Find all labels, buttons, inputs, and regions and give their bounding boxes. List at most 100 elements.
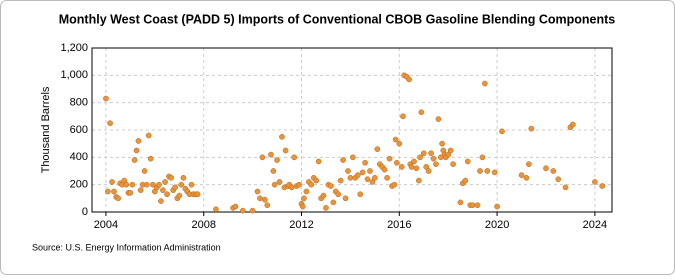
point	[323, 205, 329, 211]
point	[164, 191, 170, 198]
point	[474, 202, 481, 209]
point	[342, 195, 349, 202]
source: Source: U.S. Energy Information Administ…	[32, 242, 221, 252]
point	[381, 166, 388, 173]
y-tick-label: 800	[70, 97, 88, 109]
point	[301, 195, 307, 202]
x-tick-label: 2004	[94, 219, 118, 231]
point	[369, 179, 376, 185]
point	[303, 188, 310, 195]
point	[469, 202, 476, 209]
x-tick-label: 2008	[191, 219, 215, 231]
point	[384, 174, 390, 181]
point	[279, 133, 285, 140]
point	[239, 207, 246, 214]
point	[406, 76, 412, 83]
point	[408, 164, 415, 170]
point	[420, 150, 427, 157]
point	[115, 195, 122, 202]
point	[599, 183, 606, 189]
point	[147, 155, 154, 162]
y-tick-label: 400	[70, 151, 88, 163]
point	[296, 181, 302, 188]
point	[555, 176, 562, 183]
point	[347, 174, 354, 181]
point	[457, 199, 464, 206]
point	[428, 150, 434, 157]
point	[320, 192, 327, 199]
point	[425, 168, 432, 174]
point	[172, 184, 178, 191]
point	[103, 95, 109, 102]
point	[131, 157, 138, 163]
point	[340, 157, 346, 163]
point	[178, 181, 185, 188]
point	[158, 198, 164, 204]
point	[337, 177, 344, 184]
point	[107, 120, 113, 127]
point	[105, 188, 111, 195]
point	[364, 176, 371, 183]
point	[335, 191, 342, 198]
point	[176, 192, 183, 199]
point	[276, 179, 283, 185]
point	[354, 172, 361, 178]
point	[123, 181, 130, 188]
point	[127, 190, 134, 196]
point	[543, 165, 549, 172]
x-tick-label: 2020	[485, 219, 509, 231]
point	[445, 151, 452, 158]
point	[392, 136, 399, 143]
chart-title: Monthly West Coast (PADD 5) Imports of C…	[59, 12, 616, 26]
point	[477, 168, 483, 174]
point	[435, 116, 442, 122]
point	[362, 159, 368, 166]
point	[570, 121, 576, 128]
point	[143, 181, 150, 188]
point	[261, 196, 268, 203]
point	[270, 168, 277, 174]
y-axis-label: Thousand Barrels	[40, 86, 52, 173]
point	[111, 188, 117, 195]
point	[411, 158, 417, 165]
point	[264, 202, 271, 209]
x-tick-label: 2012	[289, 219, 313, 231]
x-tick-label: 2024	[583, 219, 607, 231]
point	[313, 177, 320, 184]
point	[526, 161, 532, 168]
point	[462, 177, 469, 184]
point	[150, 181, 156, 188]
point	[109, 179, 115, 185]
point	[328, 183, 334, 189]
point	[345, 168, 351, 174]
point	[528, 125, 535, 132]
point	[479, 154, 486, 161]
point	[518, 172, 525, 178]
point	[391, 181, 398, 188]
y-tick-label: 0	[82, 206, 88, 218]
point	[350, 154, 356, 161]
point	[484, 168, 491, 174]
point	[562, 184, 569, 191]
point	[450, 161, 456, 168]
point	[494, 203, 500, 210]
point	[232, 203, 239, 210]
point	[145, 132, 152, 139]
point	[357, 191, 364, 198]
point	[400, 113, 406, 120]
y-tick-label: 1,000	[60, 69, 88, 81]
point	[282, 147, 289, 154]
point	[482, 80, 488, 87]
point	[372, 174, 378, 181]
point	[162, 179, 168, 185]
point	[433, 161, 439, 168]
point	[464, 158, 471, 165]
point	[135, 138, 142, 144]
point	[133, 147, 140, 154]
point	[439, 140, 445, 147]
point	[271, 181, 278, 188]
point	[374, 146, 381, 152]
point	[447, 147, 454, 154]
point	[268, 151, 274, 158]
